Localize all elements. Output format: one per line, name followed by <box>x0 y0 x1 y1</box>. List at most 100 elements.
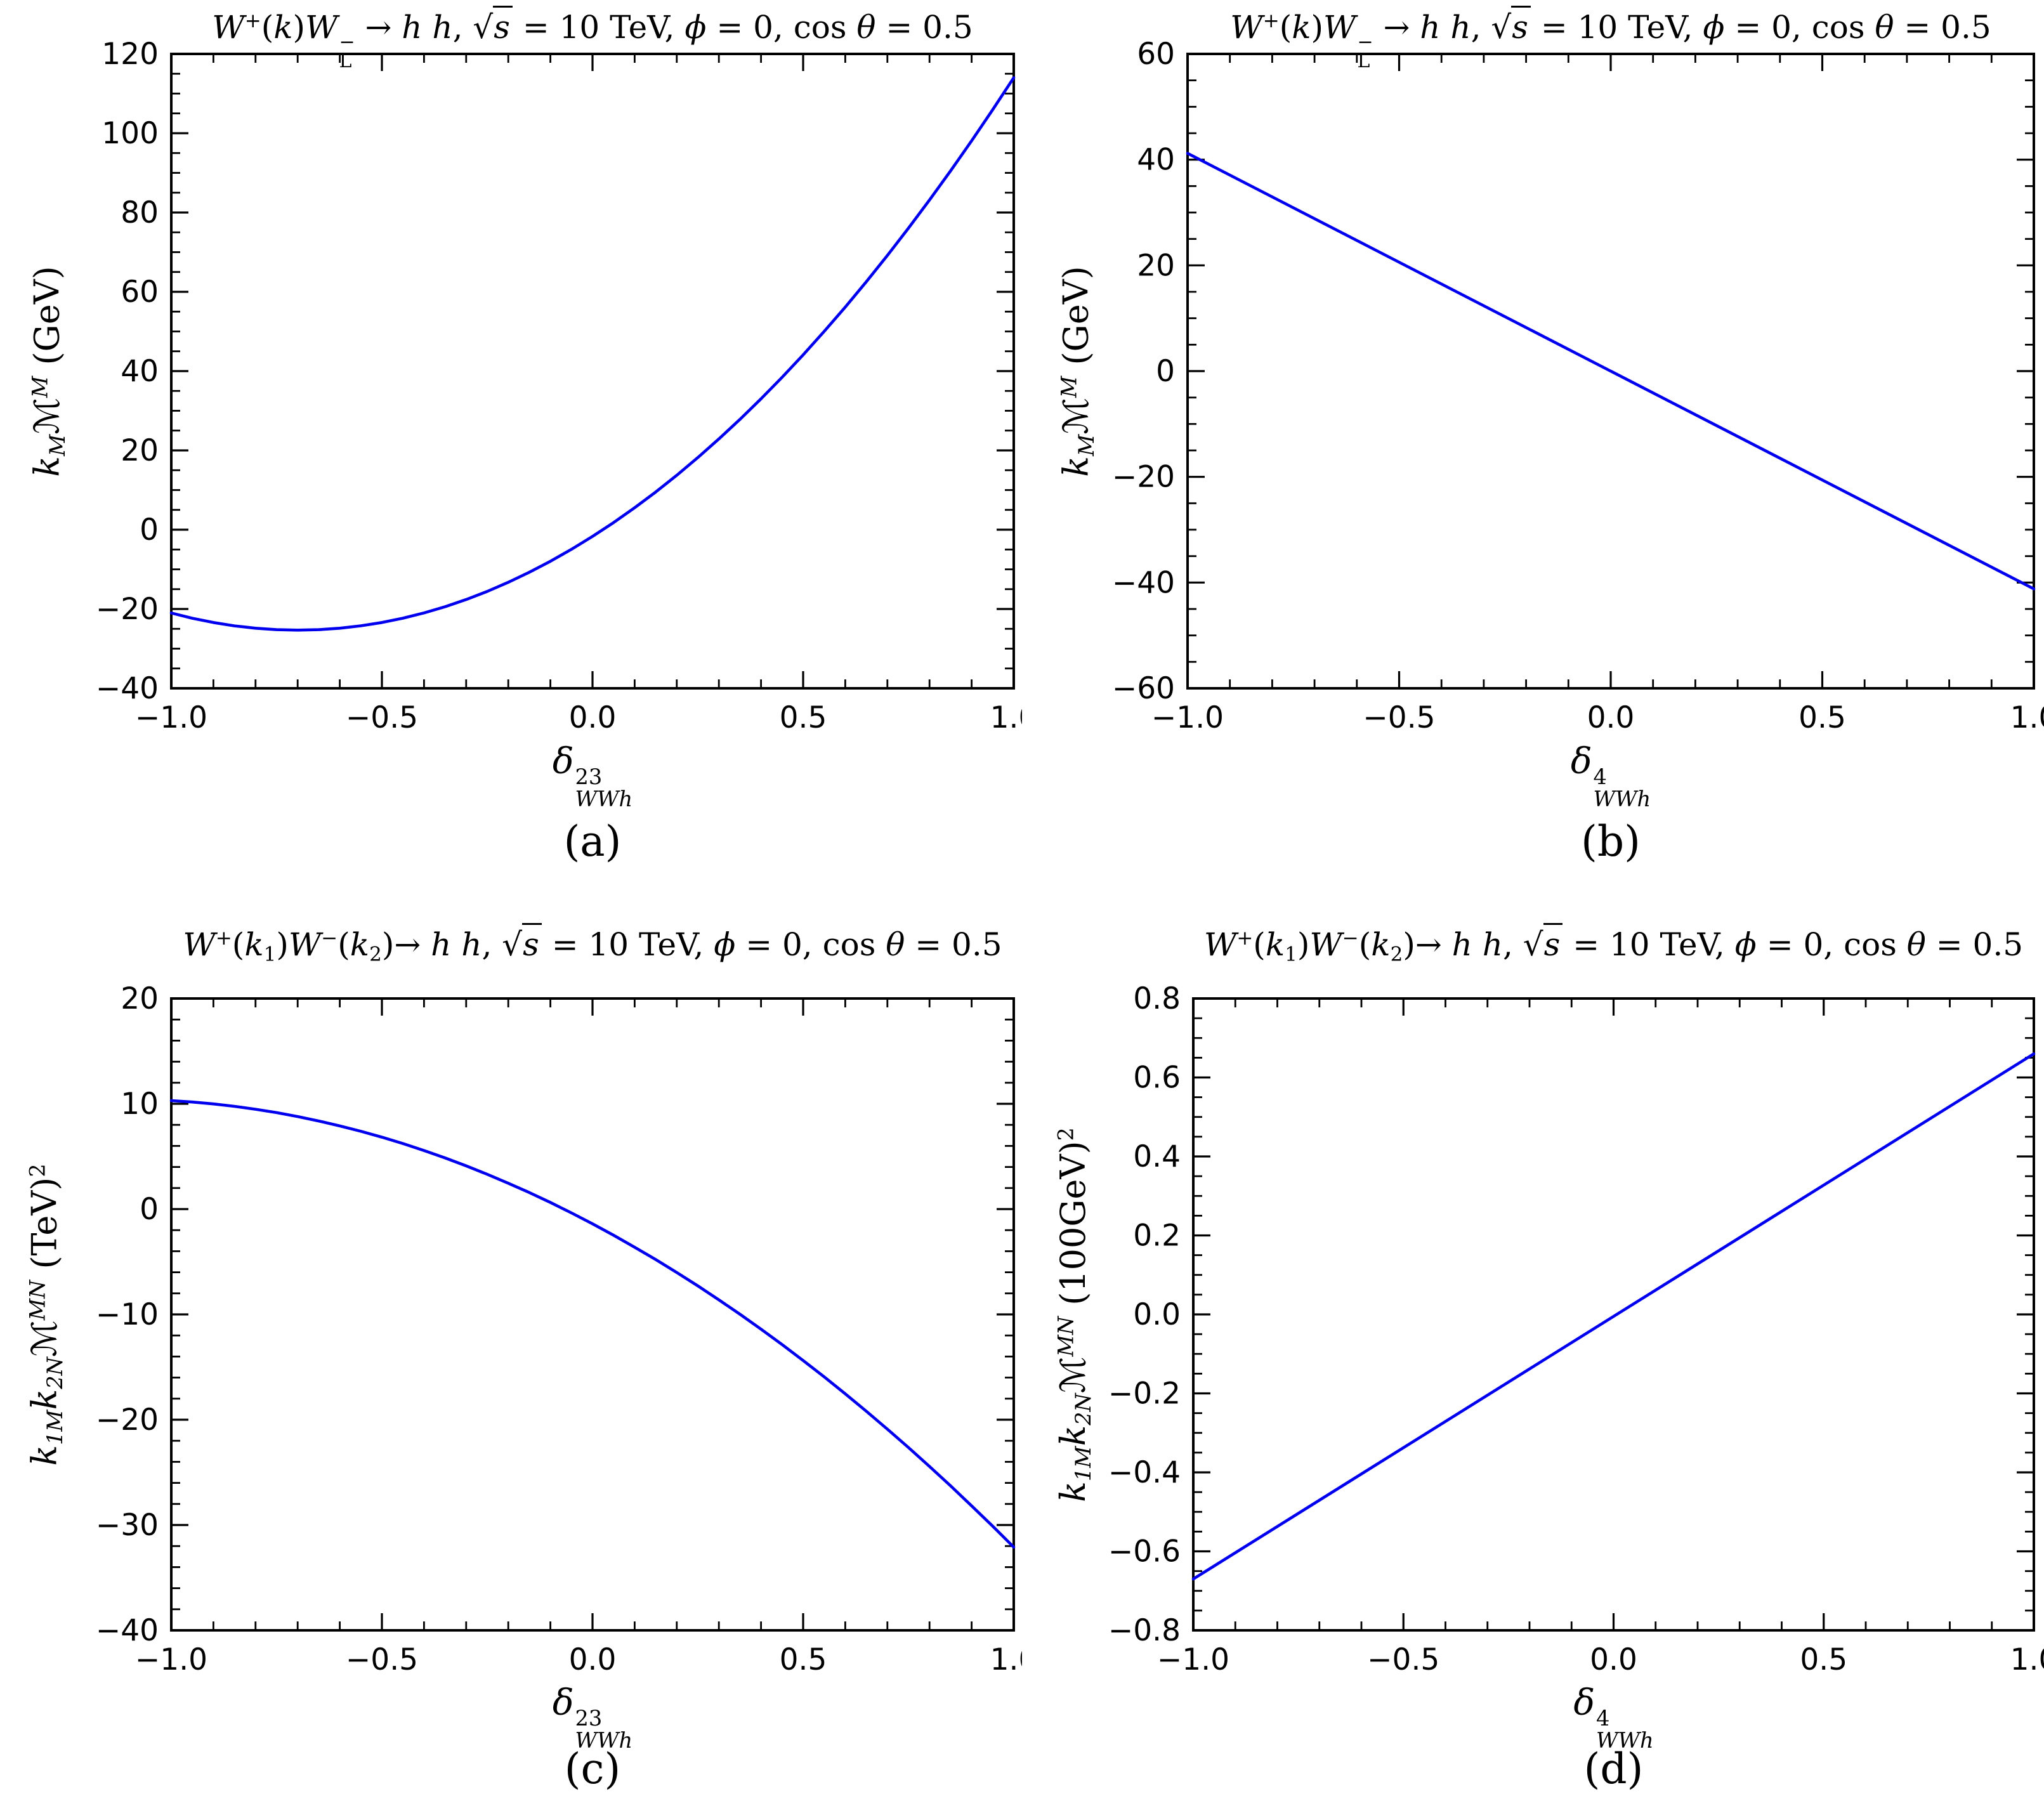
x-tick-label: −1.0 <box>135 700 207 735</box>
y-tick-label: −60 <box>1112 671 1175 706</box>
sqrt-symbol: √ <box>502 926 523 963</box>
y-tick-label: 20 <box>121 981 159 1016</box>
panel-d-plot-canvas: −1.0 −0.5 0.0 0.5 1.0 −0.8 −0.6 −0.4 −0.2 0.0 0.2 0… <box>1108 981 2044 1677</box>
data-curve <box>169 76 1016 632</box>
y-tick-label: 0 <box>140 1192 159 1227</box>
panel-b-caption: (b) <box>1581 817 1641 866</box>
x-tick-label: 1.0 <box>990 1642 1022 1677</box>
y-tick-label: −40 <box>96 671 159 706</box>
tick-labels: −1.0 −0.5 0.0 0.5 1.0 −40 −30 −20 −10 0 10 20 <box>96 981 1022 1677</box>
panel-b-xlabel: δ 4 WWh <box>1570 741 1651 811</box>
minor-ticks <box>171 998 1014 1630</box>
y-tick-label: 20 <box>1137 248 1175 283</box>
axes-frame <box>170 53 1015 690</box>
y-tick-label: −20 <box>1112 460 1175 495</box>
panel-d-xlabel: δ 4 WWh <box>1573 1682 1654 1753</box>
panel-c-xlabel: δ 23 WWh <box>552 1682 633 1753</box>
x-tick-label: −0.5 <box>346 1642 418 1677</box>
data-curve <box>169 1099 1016 1549</box>
panel-b-title: W+(k)W − L → h h, √s = 10 TeV, ϕ = 0, cos … <box>1092 6 2044 73</box>
math-supsub: − L <box>1357 30 1373 73</box>
minor-ticks <box>1188 54 2034 688</box>
x-tick-label: −0.5 <box>1367 1642 1439 1677</box>
y-tick-label: 60 <box>1137 37 1175 72</box>
y-tick-label: 20 <box>121 433 159 468</box>
y-tick-label: −10 <box>96 1297 159 1332</box>
y-tick-label: −40 <box>1112 565 1175 600</box>
minor-ticks <box>1193 998 2034 1630</box>
tick-labels: −1.0 −0.5 0.0 0.5 1.0 −60 −40 −20 0 20 40 60 <box>1112 37 2044 735</box>
major-ticks <box>170 53 1015 690</box>
y-tick-label: 0.2 <box>1133 1219 1181 1254</box>
x-tick-label: 0.0 <box>569 1642 617 1677</box>
data-curve <box>1186 152 2036 591</box>
panel-c-caption: (c) <box>564 1745 621 1793</box>
panel-b: −1.0 −0.5 0.0 0.5 1.0 −60 −40 −20 0 20 40 60 W+(k)W… <box>1022 0 2044 910</box>
y-tick-label: 100 <box>102 116 159 151</box>
panel-d-caption: (d) <box>1583 1745 1644 1793</box>
tick-labels: −1.0 −0.5 0.0 0.5 1.0 −0.8 −0.6 −0.4 −0.2 0.0 0.2 0… <box>1108 981 2044 1677</box>
x-tick-label: −1.0 <box>135 1642 207 1677</box>
y-tick-label: −0.8 <box>1108 1613 1181 1648</box>
data-curve <box>1191 1052 2036 1581</box>
panel-d: −1.0 −0.5 0.0 0.5 1.0 −0.8 −0.6 −0.4 −0.2 0.0 0.2 0… <box>1022 910 2044 1820</box>
major-ticks <box>170 997 1015 1632</box>
tick-labels: −1.0 −0.5 0.0 0.5 1.0 −40 −20 0 20 40 60 80 100 120 <box>96 37 1022 735</box>
y-tick-label: 40 <box>121 354 159 389</box>
y-tick-label: 80 <box>121 195 159 230</box>
x-tick-label: −1.0 <box>1151 700 1224 735</box>
panel-d-title: W+(k1)W−(k2)→ h h, √s = 10 TeV, ϕ = 0, c… <box>1098 923 2044 964</box>
minor-ticks <box>171 54 1014 688</box>
y-tick-label: 40 <box>1137 143 1175 178</box>
x-tick-label: 1.0 <box>2010 700 2044 735</box>
x-tick-label: 0.0 <box>1590 1642 1637 1677</box>
sqrt-symbol: √ <box>1523 926 1543 963</box>
y-tick-label: −40 <box>96 1613 159 1648</box>
y-tick-label: 0.8 <box>1133 981 1181 1016</box>
panel-c-plot-canvas: −1.0 −0.5 0.0 0.5 1.0 −40 −30 −20 −10 0 10 20 <box>96 981 1022 1677</box>
x-tick-label: −0.5 <box>1363 700 1435 735</box>
y-tick-label: 0.0 <box>1133 1297 1181 1332</box>
y-tick-label: 10 <box>121 1087 159 1122</box>
sqrt-symbol: √ <box>1491 9 1512 46</box>
panel-a-caption: (a) <box>563 817 622 866</box>
panel-b-plot-canvas: −1.0 −0.5 0.0 0.5 1.0 −60 −40 −20 0 20 40 60 <box>1112 37 2044 735</box>
y-tick-label: −0.4 <box>1108 1455 1181 1490</box>
x-tick-label: 0.5 <box>1800 1642 1847 1677</box>
x-tick-label: 1.0 <box>2010 1642 2044 1677</box>
y-tick-label: −0.2 <box>1108 1377 1181 1411</box>
panel-c-title: W+(k1)W−(k2)→ h h, √s = 10 TeV, ϕ = 0, c… <box>76 923 1109 964</box>
panel-a-xlabel: δ 23 WWh <box>552 741 633 811</box>
x-tick-label: 0.0 <box>569 700 617 735</box>
sqrt-symbol: √ <box>473 9 494 46</box>
y-tick-label: −30 <box>96 1508 159 1543</box>
x-tick-label: 0.5 <box>780 1642 827 1677</box>
panel-a-title: W+(k)W − L → h h, √s = 10 TeV, ϕ = 0, cos … <box>76 6 1109 73</box>
math-supsub: − L <box>339 30 355 73</box>
axes-frame <box>170 997 1015 1632</box>
x-tick-label: −1.0 <box>1157 1642 1229 1677</box>
y-tick-label: 0.4 <box>1133 1139 1181 1174</box>
y-tick-label: 0 <box>140 513 159 547</box>
x-tick-label: 0.5 <box>1798 700 1846 735</box>
axes-frame <box>1186 53 2035 690</box>
x-tick-label: −0.5 <box>346 700 418 735</box>
math-supsub: 4 WWh <box>1596 1706 1654 1753</box>
y-tick-label: −20 <box>96 1403 159 1437</box>
y-tick-label: 0.6 <box>1133 1061 1181 1096</box>
x-tick-label: 1.0 <box>990 700 1022 735</box>
math-supsub: 23 WWh <box>575 1706 633 1753</box>
major-ticks <box>1192 997 2035 1632</box>
x-tick-label: 0.0 <box>1587 700 1635 735</box>
y-tick-label: 0 <box>1156 354 1175 389</box>
math-supsub: 4 WWh <box>1593 764 1651 811</box>
axes-frame <box>1192 997 2035 1632</box>
y-tick-label: 120 <box>102 37 159 72</box>
y-tick-label: −20 <box>96 592 159 627</box>
math-supsub: 23 WWh <box>575 764 633 811</box>
x-tick-label: 0.5 <box>780 700 827 735</box>
y-tick-label: 60 <box>121 275 159 310</box>
